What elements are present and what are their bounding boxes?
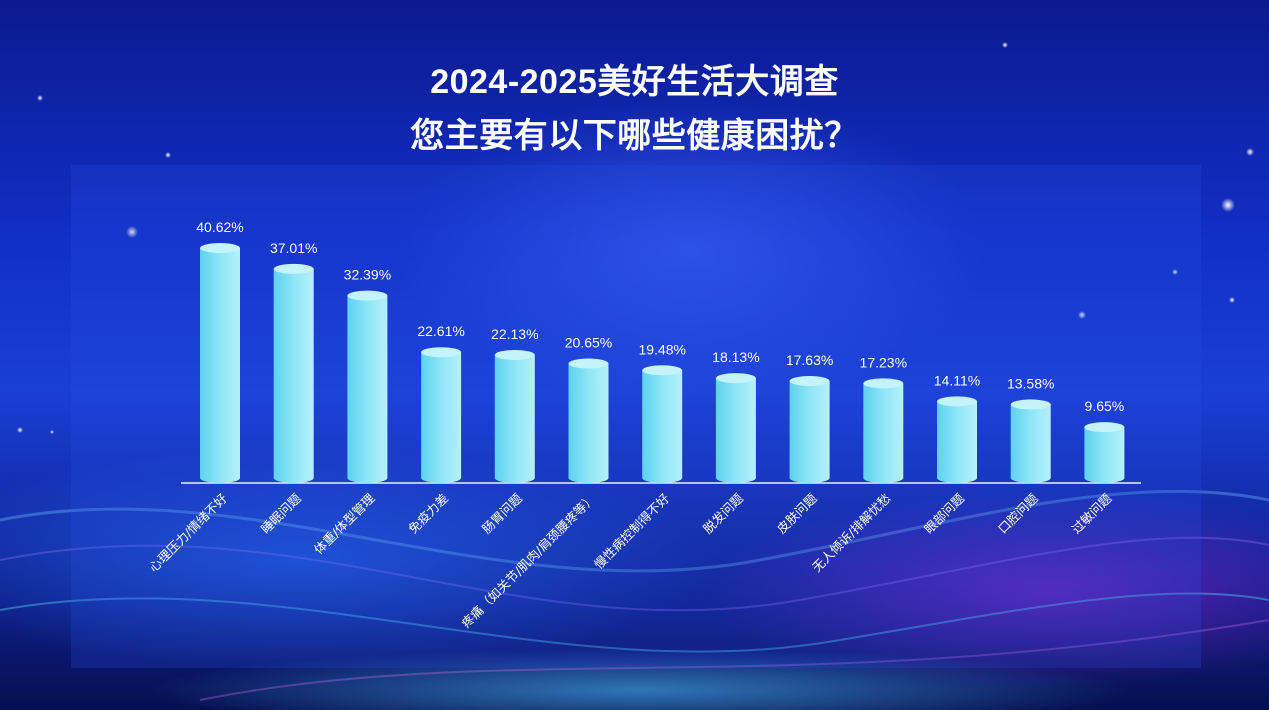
bar <box>273 268 314 483</box>
value-label: 14.11% <box>934 372 980 388</box>
category-label: 眼部问题 <box>921 490 967 536</box>
bar <box>494 354 535 483</box>
category-label: 心理压力/情绪不好 <box>146 491 230 575</box>
category-label: 脱发问题 <box>700 490 746 536</box>
bar <box>642 370 683 483</box>
category-label: 肠胃问题 <box>479 490 525 536</box>
value-label: 13.58% <box>1007 375 1054 391</box>
bar <box>568 363 609 483</box>
bar-cap <box>1084 422 1125 433</box>
bar-cap <box>863 378 904 389</box>
bar <box>1084 427 1125 483</box>
bar-cap <box>347 290 388 301</box>
value-label: 22.61% <box>417 323 464 339</box>
bar <box>789 381 830 483</box>
bar <box>715 378 756 483</box>
value-label: 19.48% <box>638 341 685 357</box>
category-label: 体重/体型管理 <box>311 490 378 557</box>
bar-cap <box>715 373 756 384</box>
value-label: 20.65% <box>565 335 612 351</box>
value-label: 17.23% <box>860 354 907 370</box>
bar-cap <box>642 365 683 376</box>
category-label: 睡眠问题 <box>258 490 304 536</box>
category-label: 无人倾诉/排解忧愁 <box>809 491 893 575</box>
bar-cap <box>200 243 240 253</box>
chart-panel: 40.62% 心理压力/情绪不好 37.01% 睡眠问题 32.39% 体重/体型管理 22… <box>71 165 1201 668</box>
value-label: 18.13% <box>712 349 759 365</box>
value-label: 9.65% <box>1085 398 1125 414</box>
category-label: 口腔问题 <box>995 490 1041 536</box>
category-label: 免疫力差 <box>405 491 451 537</box>
chart-title-line1: 2024-2025美好生活大调查 <box>430 63 839 101</box>
bar-cap <box>1010 399 1051 410</box>
bar <box>863 383 904 483</box>
bar <box>421 352 462 483</box>
bar-cap <box>421 347 462 358</box>
bar <box>937 401 977 483</box>
bar <box>347 295 388 483</box>
value-label: 17.63% <box>786 352 833 368</box>
bar-cap <box>273 263 314 274</box>
bar <box>1010 404 1051 483</box>
category-label: 疼痛（如关节/肌肉/肩颈腰疼等） <box>458 491 598 631</box>
bar <box>200 248 240 483</box>
value-label: 22.13% <box>491 326 538 342</box>
category-label: 慢性病控制得不好 <box>591 491 672 572</box>
bar-cap <box>494 349 535 360</box>
chart-title-line2: 您主要有以下哪些健康困扰？ <box>410 117 859 155</box>
value-label: 37.01% <box>270 240 317 256</box>
bar-chart: 40.62% 心理压力/情绪不好 37.01% 睡眠问题 32.39% 体重/体型管理 22… <box>146 219 1141 631</box>
category-label: 皮肤问题 <box>774 490 820 536</box>
bar-cap <box>937 396 977 407</box>
bar-cap <box>568 358 609 369</box>
value-label: 40.62% <box>196 219 243 235</box>
value-label: 32.39% <box>344 267 391 283</box>
bar-cap <box>789 376 830 387</box>
category-label: 过敏问题 <box>1069 490 1115 536</box>
